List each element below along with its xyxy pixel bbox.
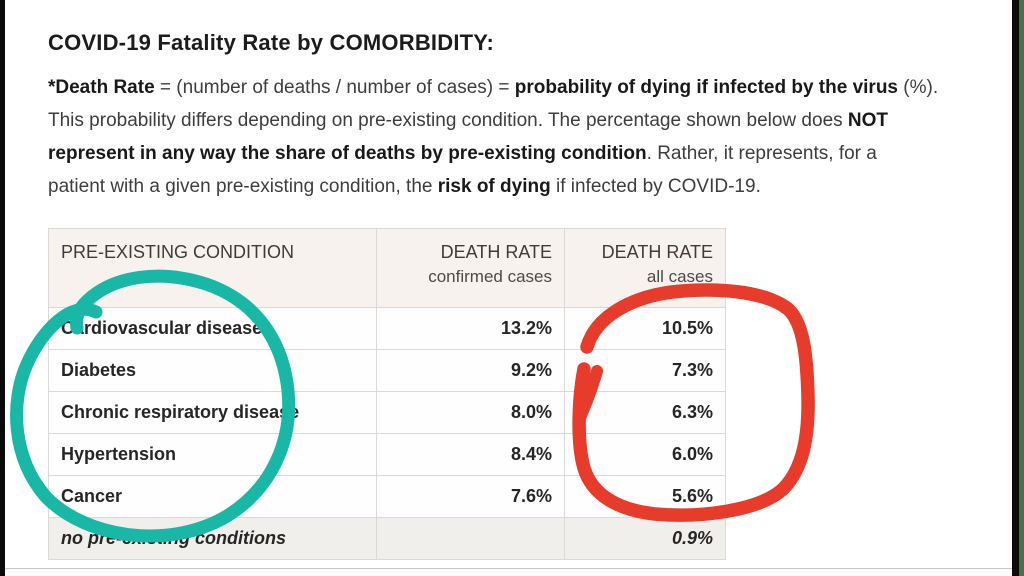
intro-bold-segment: *Death Rate: [48, 77, 155, 98]
intro-segment: This probability differs depending on pr…: [48, 110, 848, 131]
table-row: Chronic respiratory disease 8.0% 6.3%: [48, 391, 726, 434]
intro-segment: if infected by COVID-19.: [550, 176, 761, 197]
table-header: PRE-EXISTING CONDITION DEATH RATE confirme…: [48, 228, 726, 308]
column-header-label: PRE-EXISTING CONDITION: [61, 242, 295, 262]
intro-bold-segment: NOT: [847, 110, 889, 131]
intro-segment: patient with a given pre-existing condit…: [48, 176, 438, 197]
table-row: Diabetes 9.2% 7.3%: [48, 349, 726, 392]
column-header-subline: all cases: [646, 267, 713, 286]
condition-cell: no pre-existing conditions: [48, 517, 377, 560]
screen-edge-right: [1012, 0, 1019, 576]
table-row: no pre-existing conditions 0.9%: [48, 517, 726, 560]
condition-cell: Cardiovascular disease: [48, 307, 377, 350]
death-rate-all-cell: 6.3%: [564, 391, 726, 434]
intro-line: patient with a given pre-existing condit…: [48, 170, 998, 203]
condition-cell: Diabetes: [48, 349, 377, 392]
death-rate-all-cell: 10.5%: [564, 307, 726, 350]
condition-cell: Chronic respiratory disease: [48, 391, 377, 434]
death-rate-confirmed-cell: 9.2%: [376, 349, 565, 392]
death-rate-confirmed-cell: 8.4%: [376, 433, 565, 476]
intro-bold-segment: represent in any way the share of deaths…: [48, 143, 647, 164]
intro-paragraph: *Death Rate = (number of deaths / number…: [48, 71, 998, 203]
bottom-band: [5, 569, 1012, 576]
screen-edge-left: [0, 0, 5, 576]
intro-segment: = (number of deaths / number of cases) =: [154, 77, 515, 98]
comorbidity-table: PRE-EXISTING CONDITION DEATH RATE confirme…: [48, 228, 726, 560]
death-rate-all-cell: 7.3%: [564, 349, 726, 392]
column-header-subline: confirmed cases: [428, 267, 552, 286]
intro-segment: (%).: [898, 77, 939, 98]
column-header: DEATH RATE all cases: [564, 228, 726, 308]
table-row: Cardiovascular disease 13.2% 10.5%: [48, 307, 726, 350]
intro-line: *Death Rate = (number of deaths / number…: [48, 71, 998, 104]
intro-segment: . Rather, it represents, for a: [646, 143, 877, 164]
death-rate-confirmed-cell: 13.2%: [376, 307, 565, 350]
death-rate-confirmed-cell: 7.6%: [376, 475, 565, 518]
column-header: DEATH RATE confirmed cases: [376, 228, 565, 308]
death-rate-confirmed-cell: [376, 517, 565, 560]
column-header: PRE-EXISTING CONDITION: [48, 228, 377, 308]
column-header-label: DEATH RATE: [601, 242, 713, 262]
table-body: Cardiovascular disease 13.2% 10.5% Diabetes…: [48, 307, 726, 560]
bottom-divider: [5, 568, 1012, 569]
screen-edge-green-strip: [1019, 0, 1024, 576]
death-rate-confirmed-cell: 8.0%: [376, 391, 565, 434]
column-header-label: DEATH RATE: [440, 242, 552, 262]
death-rate-all-cell: 0.9%: [564, 517, 726, 560]
intro-bold-segment: risk of dying: [437, 176, 551, 197]
death-rate-all-cell: 5.6%: [564, 475, 726, 518]
intro-line: represent in any way the share of deaths…: [48, 137, 998, 170]
intro-line: This probability differs depending on pr…: [48, 104, 998, 137]
table-row: Cancer 7.6% 5.6%: [48, 475, 726, 518]
condition-cell: Hypertension: [48, 433, 377, 476]
death-rate-all-cell: 6.0%: [564, 433, 726, 476]
table-row: Hypertension 8.4% 6.0%: [48, 433, 726, 476]
intro-bold-segment: probability of dying if infected by the …: [514, 77, 898, 98]
condition-cell: Cancer: [48, 475, 377, 518]
page-title: COVID-19 Fatality Rate by COMORBIDITY:: [48, 30, 495, 55]
